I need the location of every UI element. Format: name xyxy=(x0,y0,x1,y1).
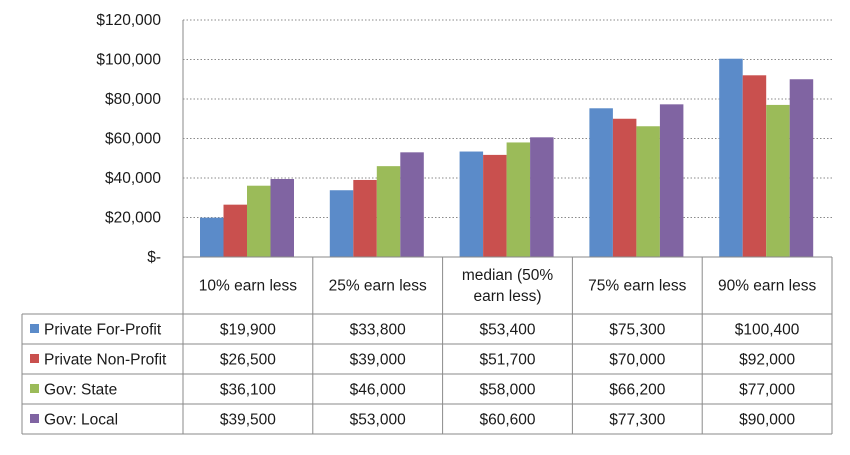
data-label: $39,000 xyxy=(350,352,406,369)
table-row: Gov: Local $39,500 $53,000 $60,600 $77,300 $9… xyxy=(30,412,795,429)
table-row: Private For-Profit $19,900 $33,800 $53,400 $… xyxy=(30,322,800,339)
data-label: $90,000 xyxy=(739,412,795,429)
bar xyxy=(459,151,484,257)
data-label: $51,700 xyxy=(479,352,535,369)
bar-series xyxy=(200,58,743,258)
bar xyxy=(659,104,684,258)
bar xyxy=(636,126,660,257)
bar xyxy=(247,185,271,257)
y-tick-label: $20,000 xyxy=(105,210,161,227)
bar xyxy=(742,75,767,257)
bar xyxy=(719,58,743,258)
y-tick-label: $40,000 xyxy=(105,170,161,187)
bar xyxy=(223,204,247,257)
category-label: 25% earn less xyxy=(329,278,427,295)
data-label: $39,500 xyxy=(220,412,276,429)
data-label: $33,800 xyxy=(350,322,406,339)
bar xyxy=(483,154,507,257)
table-row: Gov: State $36,100 $46,000 $58,000 $66,200 $7… xyxy=(30,382,795,399)
data-label: $70,000 xyxy=(609,352,665,369)
data-label: $53,400 xyxy=(479,322,535,339)
legend-swatch xyxy=(30,414,39,423)
data-label: $77,000 xyxy=(739,382,795,399)
legend-swatch xyxy=(30,324,39,333)
bar xyxy=(766,104,790,257)
y-axis-tick-labels: $- $20,000 $40,000 $60,000 $80,000 $100,000 $1… xyxy=(96,12,161,266)
data-label: $26,500 xyxy=(220,352,276,369)
bar xyxy=(589,108,613,257)
bar xyxy=(506,142,531,257)
bar xyxy=(270,178,294,257)
data-label: $66,200 xyxy=(609,382,665,399)
legend-swatch xyxy=(30,354,39,363)
bar xyxy=(200,217,224,257)
data-label: $77,300 xyxy=(609,412,665,429)
category-labels: 10% earn less 25% earn less median (50% ear… xyxy=(199,267,817,305)
bar xyxy=(612,118,637,257)
bar xyxy=(353,179,377,257)
legend-label: Gov: State xyxy=(44,382,117,399)
y-tick-label: $60,000 xyxy=(105,131,161,148)
bar-series xyxy=(270,79,814,258)
category-label: median (50% earn less) xyxy=(462,267,554,305)
data-label: $60,600 xyxy=(479,412,535,429)
bar xyxy=(530,137,554,257)
data-label: $46,000 xyxy=(350,382,406,399)
legend-label: Gov: Local xyxy=(44,412,118,429)
bar-series xyxy=(223,75,767,257)
category-label: 75% earn less xyxy=(588,278,686,295)
data-label: $100,400 xyxy=(735,322,800,339)
data-label: $92,000 xyxy=(739,352,795,369)
y-tick-label: $- xyxy=(147,249,161,266)
legend-swatch xyxy=(30,384,39,393)
y-tick-label: $120,000 xyxy=(96,12,161,29)
bar xyxy=(329,190,354,257)
legend-label: Private For-Profit xyxy=(44,322,162,339)
data-label: $58,000 xyxy=(479,382,535,399)
bar-series xyxy=(247,104,790,257)
data-table: 10% earn less 25% earn less median (50% ear… xyxy=(21,256,833,435)
data-label: $75,300 xyxy=(609,322,665,339)
category-label: 10% earn less xyxy=(199,278,297,295)
y-tick-label: $80,000 xyxy=(105,91,161,108)
bars xyxy=(200,58,814,258)
y-tick-label: $100,000 xyxy=(96,52,161,69)
data-label: $53,000 xyxy=(350,412,406,429)
legend-label: Private Non-Profit xyxy=(44,352,167,369)
data-label: $36,100 xyxy=(220,382,276,399)
bar xyxy=(376,166,401,257)
data-label: $19,900 xyxy=(220,322,276,339)
bar xyxy=(789,79,814,257)
bar xyxy=(400,152,424,257)
category-label: 90% earn less xyxy=(718,278,816,295)
table-row: Private Non-Profit $26,500 $39,000 $51,700 $… xyxy=(30,352,795,369)
